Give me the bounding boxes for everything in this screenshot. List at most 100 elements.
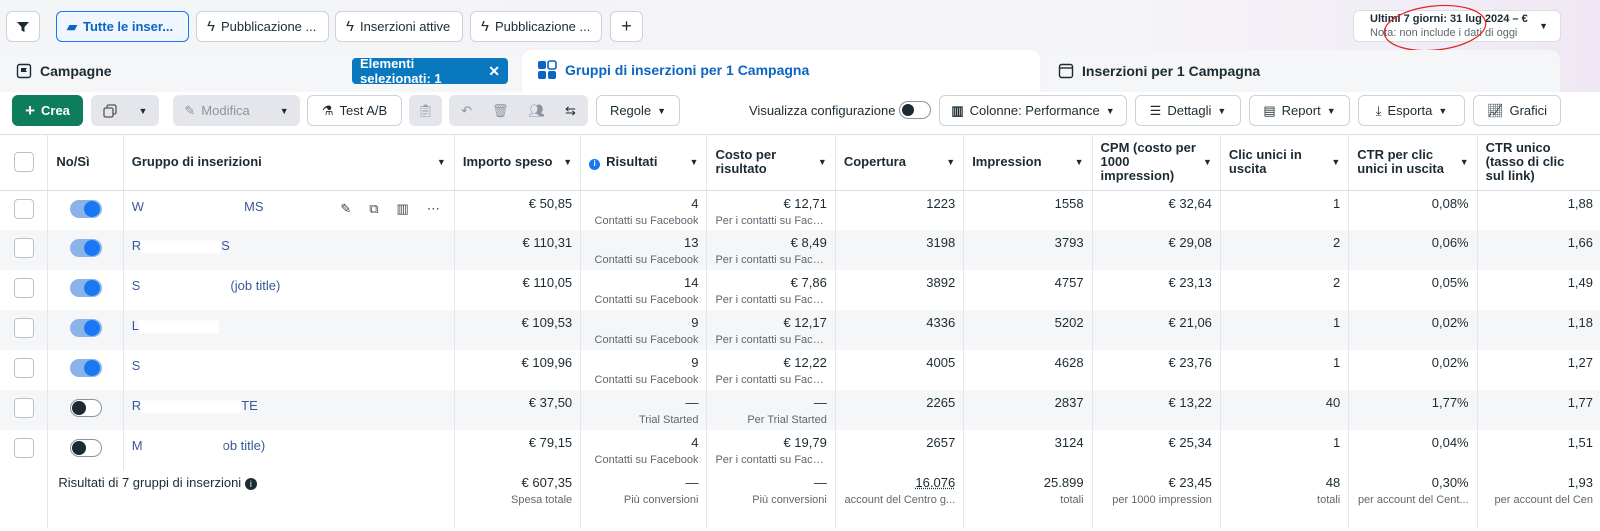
table-row[interactable]: S (job title) € 110,05 14 Contatti su Facebo… xyxy=(0,270,1600,310)
ab-test-button[interactable]: ⚗ Test A/B xyxy=(307,95,402,126)
row-results-sub: Contatti su Facebook xyxy=(589,454,698,466)
filter-icon xyxy=(16,20,30,34)
chevron-down-icon: ▼ xyxy=(1203,155,1212,169)
row-toggle[interactable] xyxy=(70,439,102,457)
row-toggle[interactable] xyxy=(70,319,102,337)
more-icon[interactable]: ⋯ xyxy=(427,201,440,217)
col-header-cpm[interactable]: CPM (costo per 1000 impression) ▼ xyxy=(1092,135,1220,190)
row-reach: 2657 xyxy=(844,435,955,450)
charts-button[interactable]: 📈︎ Grafici xyxy=(1473,95,1561,126)
table-row[interactable]: L € 109,53 9 Contatti su Facebook € 12,17 Per… xyxy=(0,310,1600,350)
adset-name-link[interactable]: Mob title) xyxy=(132,435,446,454)
adset-name-link[interactable]: S (job title) xyxy=(132,275,446,294)
row-results-sub: Contatti su Facebook xyxy=(589,215,698,227)
col-header-reach[interactable]: Copertura ▼ xyxy=(835,135,963,190)
filter-button[interactable] xyxy=(6,11,40,42)
tab-adsets[interactable]: Gruppi di inserzioni per 1 Campagna xyxy=(537,60,809,80)
clipboard-button[interactable]: 📋︎ xyxy=(409,95,442,126)
adset-name-link[interactable]: RS xyxy=(132,235,446,254)
selected-items-badge[interactable]: Elementi selezionati: 1 ✕ xyxy=(352,58,508,84)
adset-name-link[interactable]: L xyxy=(132,315,446,334)
create-button[interactable]: + Crea xyxy=(12,95,83,126)
table-row[interactable]: Mob title) € 79,15 4 Contatti su Facebook € … xyxy=(0,430,1600,470)
col-header-impressions[interactable]: Impression ▼ xyxy=(964,135,1092,190)
row-unique-ctr: 1,66 xyxy=(1486,235,1593,250)
export-label: Esporta xyxy=(1388,103,1433,118)
add-tab-button[interactable]: + xyxy=(610,11,643,42)
row-checkbox[interactable] xyxy=(14,438,34,458)
close-icon[interactable]: ✕ xyxy=(488,63,500,80)
breakdown-button[interactable]: ☰ Dettagli ▼ xyxy=(1135,95,1241,126)
row-checkbox[interactable] xyxy=(14,199,34,219)
chevron-down-icon: ▼ xyxy=(690,155,699,169)
filter-tab-1[interactable]: ▰ Tutte le inser... xyxy=(56,11,189,42)
table-row[interactable]: S € 109,96 9 Contatti su Facebook € 12,22 Per… xyxy=(0,350,1600,390)
col-header-unique-outbound-clicks[interactable]: Clic unici in uscita ▼ xyxy=(1220,135,1348,190)
col-header-adset[interactable]: Gruppo di inserizioni ▼ xyxy=(123,135,454,190)
row-checkbox[interactable] xyxy=(14,398,34,418)
row-reach: 2265 xyxy=(844,395,955,410)
row-toggle[interactable] xyxy=(70,399,102,417)
table-row[interactable]: R S € 110,31 13 Contatti su Facebook € 8,49 Pe… xyxy=(0,230,1600,270)
clipboard-icon: 📋︎ xyxy=(417,103,434,119)
toggle-knob xyxy=(84,360,100,376)
duplicate-icon[interactable]: ⧉ xyxy=(369,201,378,217)
row-spend: € 37,50 xyxy=(463,395,572,410)
row-cpm: € 23,13 xyxy=(1101,275,1212,290)
row-toggle[interactable] xyxy=(70,200,102,218)
chevron-down-icon: ▼ xyxy=(1460,155,1469,169)
download-icon: ⤓ xyxy=(1376,103,1382,119)
undo-delete-group: ↶ 🗑︎ 👥︎ ⇆ xyxy=(449,95,588,126)
trash-icon[interactable]: 🗑︎ xyxy=(492,103,509,119)
row-toggle[interactable] xyxy=(70,279,102,297)
undo-icon[interactable]: ↶ xyxy=(461,103,472,119)
row-results-sub: Contatti su Facebook xyxy=(589,374,698,386)
duplicate-button[interactable]: ▼ xyxy=(91,95,159,126)
tab-ads[interactable]: Inserzioni per 1 Campagna xyxy=(1058,63,1260,79)
row-toggle[interactable] xyxy=(70,359,102,377)
people-icon[interactable]: 👥︎ xyxy=(529,103,546,119)
row-results: 14 xyxy=(589,275,698,290)
row-clicks: 2 xyxy=(1229,235,1340,250)
col-header-onoff[interactable]: No/Sì xyxy=(48,135,123,190)
row-checkbox[interactable] xyxy=(14,278,34,298)
adset-name-link[interactable]: S xyxy=(132,355,446,374)
row-spend: € 109,53 xyxy=(463,315,572,330)
row-reach: 3198 xyxy=(844,235,955,250)
info-icon[interactable]: i xyxy=(245,478,257,490)
row-results: 4 xyxy=(589,196,698,211)
columns-button[interactable]: ▥ Colonne: Performance ▼ xyxy=(939,95,1127,126)
row-ctr-outbound: 0,02% xyxy=(1357,315,1468,330)
table-row[interactable]: W MS ✎ ⧉ ▥ ⋯ € 50,85 4 Contatti su Facebook € 12,… xyxy=(0,190,1600,230)
pencil-icon[interactable]: ✎ xyxy=(340,201,351,217)
edit-button[interactable]: ✎ Modifica ▼ xyxy=(173,95,300,126)
export-button[interactable]: ⤓ Esporta ▼ xyxy=(1358,95,1465,126)
tab-campaigns[interactable]: Campagne xyxy=(16,63,112,79)
col-header-ctr-outbound[interactable]: CTR per clic unici in uscita ▼ xyxy=(1349,135,1477,190)
col-header-unique-ctr[interactable]: CTR unico (tasso di clic sul link) xyxy=(1477,135,1600,190)
filter-tab-4[interactable]: ϟ Pubblicazione ... xyxy=(470,11,602,42)
row-toggle[interactable] xyxy=(70,239,102,257)
select-all-checkbox[interactable] xyxy=(14,152,34,172)
col-header-cost-per-result[interactable]: Costo per risultato ▼ xyxy=(707,135,835,190)
view-config-toggle[interactable] xyxy=(899,101,931,119)
tab-campaigns-label: Campagne xyxy=(40,63,112,79)
swap-icon[interactable]: ⇆ xyxy=(565,103,576,119)
filter-tab-3[interactable]: ϟ Inserzioni attive xyxy=(335,11,463,42)
totals-ctr-outbound: 0,30% xyxy=(1357,475,1468,490)
row-checkbox[interactable] xyxy=(14,318,34,338)
row-checkbox[interactable] xyxy=(14,238,34,258)
filter-tab-2[interactable]: ϟ Pubblicazione ... xyxy=(196,11,329,42)
row-checkbox[interactable] xyxy=(14,358,34,378)
col-header-spend[interactable]: Importo speso ▼ xyxy=(454,135,580,190)
row-clicks: 1 xyxy=(1229,196,1340,211)
adset-name-link[interactable]: R TE xyxy=(132,395,446,414)
totals-reach[interactable]: 16.076 xyxy=(844,475,955,490)
table-row[interactable]: R TE € 37,50 — Trial Started — Per Trial Start… xyxy=(0,390,1600,430)
data-table-container: No/Sì Gruppo di inserizioni ▼ Importo spe… xyxy=(0,134,1600,531)
report-button[interactable]: ▤ Report ▼ xyxy=(1249,95,1350,126)
chart-icon[interactable]: ▥ xyxy=(397,201,409,217)
col-header-results[interactable]: i Risultati ▼ xyxy=(581,135,707,190)
row-impressions: 3793 xyxy=(972,235,1083,250)
rules-button[interactable]: Regole ▼ xyxy=(596,95,680,126)
